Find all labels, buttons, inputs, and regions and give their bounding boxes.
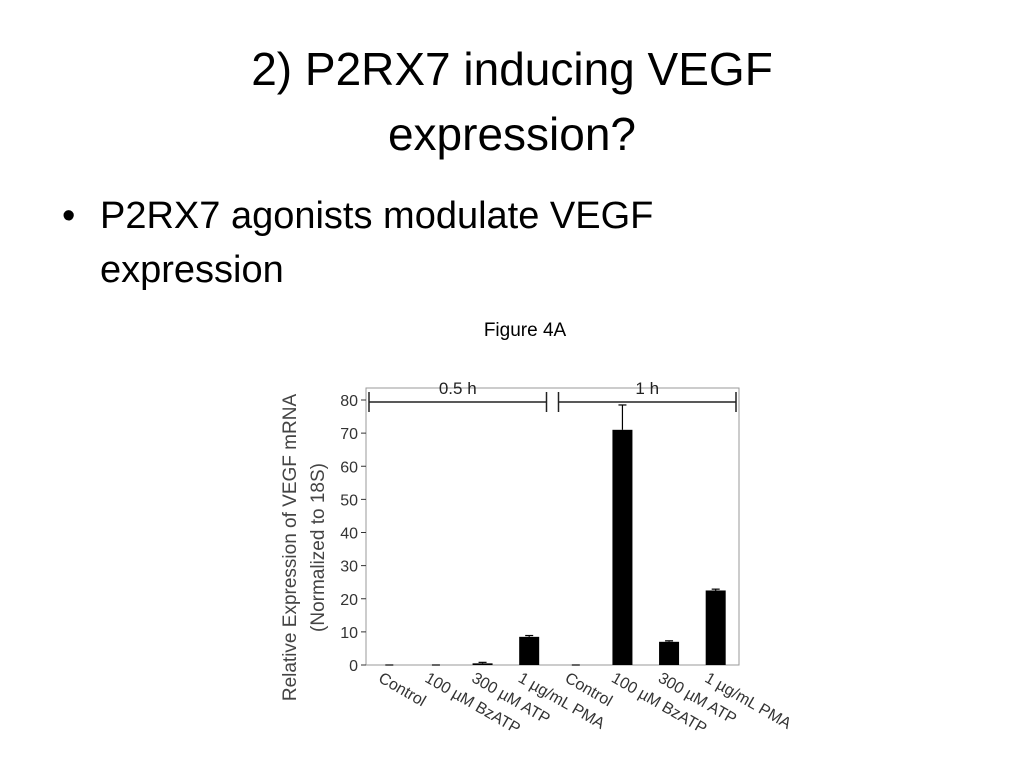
y-tick-label: 50: [340, 492, 358, 509]
y-tick-label: 70: [340, 426, 358, 443]
y-tick-label: 20: [340, 592, 358, 609]
y-tick-label: 0: [349, 658, 358, 675]
bar: [659, 641, 680, 665]
bullet-dot: •: [62, 195, 75, 237]
x-tick-label: Control: [375, 670, 428, 711]
plot-frame: [365, 387, 740, 666]
chart: 0 10 20 30 40 50 60 70 80 Relative Expression of …: [280, 379, 794, 738]
bar: [705, 590, 726, 665]
y-tick-label: 80: [340, 393, 358, 410]
bar: [612, 429, 633, 665]
bullet-text: P2RX7 agonists modulate VEGF: [100, 195, 653, 237]
y-tick-label: 10: [340, 625, 358, 642]
group-label: 1 h: [635, 379, 659, 398]
y-tick-label: 30: [340, 559, 358, 576]
y-tick-label: 60: [340, 459, 358, 476]
bar: [472, 663, 493, 665]
slide-title: expression?: [388, 108, 636, 160]
group-label: 0.5 h: [439, 379, 477, 398]
bar: [519, 636, 540, 665]
figure-label: Figure 4A: [484, 320, 567, 341]
y-axis-label: Relative Expression of VEGF mRNA: [280, 394, 301, 702]
slide-title: 2) P2RX7 inducing VEGF: [251, 43, 773, 95]
y-tick-label: 40: [340, 526, 358, 543]
bullet-text: expression: [100, 249, 284, 291]
y-axis-label: (Normalized to 18S): [308, 463, 329, 632]
